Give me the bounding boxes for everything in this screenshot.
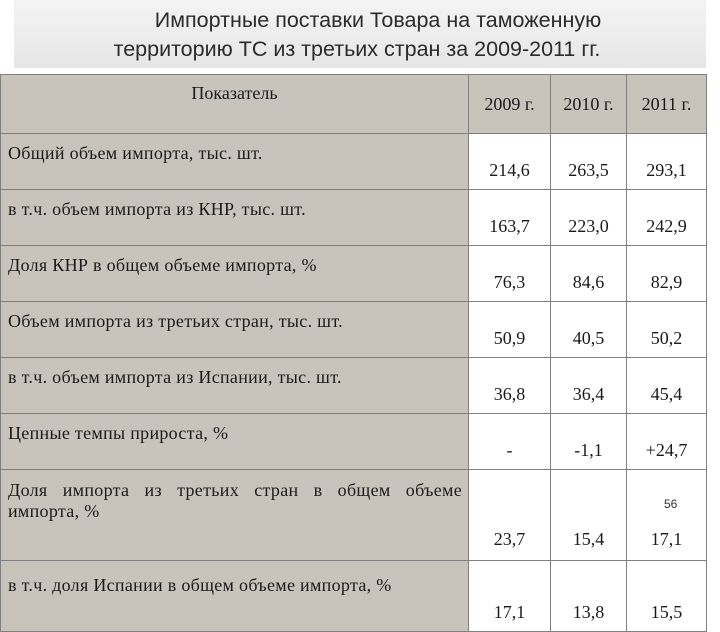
value-2010: 263,5 (550, 133, 627, 190)
header-2010: 2010 г. (550, 74, 627, 134)
value-2009: - (468, 413, 551, 470)
value-2010: 13,8 (550, 560, 627, 632)
table-header-row: Показатель 2009 г. 2010 г. 2011 г. (0, 74, 707, 134)
page-number: 56 (664, 497, 678, 511)
row-label: Общий объем импорта, тыс. шт. (0, 133, 469, 190)
row-label: Доля импорта из третьих стран в общем об… (0, 469, 469, 561)
row-label: в т.ч. доля Испании в общем объеме импор… (0, 560, 469, 632)
table-row: Доля импорта из третьих стран в общем об… (0, 469, 707, 561)
header-2011: 2011 г. (626, 74, 707, 134)
table-row: Общий объем импорта, тыс. шт. 214,6 263,… (0, 133, 707, 190)
value-2010: -1,1 (550, 413, 627, 470)
table-row: в т.ч. объем импорта из КНР, тыс. шт. 16… (0, 189, 707, 246)
value-2009: 36,8 (468, 357, 551, 414)
value-2009: 214,6 (468, 133, 551, 190)
value-2009: 23,7 (468, 469, 551, 561)
row-label: Объем импорта из третьих стран, тыс. шт. (0, 301, 469, 358)
slide-title-line-2: территорию ТС из третьих стран за 2009-2… (113, 37, 601, 61)
value-2011: 15,5 (626, 560, 707, 632)
row-label: Цепные темпы прироста, % (0, 413, 469, 470)
value-2009: 76,3 (468, 245, 551, 302)
value-2011: 293,1 (626, 133, 707, 190)
value-2010: 84,6 (550, 245, 627, 302)
value-2011: +24,7 (626, 413, 707, 470)
row-label: Доля КНР в общем объеме импорта, % (0, 245, 469, 302)
value-2011: 17,1 (626, 469, 707, 561)
table-row: Доля КНР в общем объеме импорта, % 76,3 … (0, 245, 707, 302)
value-2011: 45,4 (626, 357, 707, 414)
row-label: в т.ч. объем импорта из КНР, тыс. шт. (0, 189, 469, 246)
value-2011: 50,2 (626, 301, 707, 358)
slide-title-line-1: Импортные поставки Товара на таможенную (154, 8, 602, 32)
table-row: в т.ч. объем импорта из Испании, тыс. шт… (0, 357, 707, 414)
value-2010: 15,4 (550, 469, 627, 561)
value-2010: 223,0 (550, 189, 627, 246)
table-row: Объем импорта из третьих стран, тыс. шт.… (0, 301, 707, 358)
header-2009: 2009 г. (468, 74, 551, 134)
table-row: Цепные темпы прироста, % - -1,1 +24,7 (0, 413, 707, 470)
value-2011: 82,9 (626, 245, 707, 302)
header-indicator: Показатель (0, 74, 469, 134)
value-2010: 36,4 (550, 357, 627, 414)
table-row: в т.ч. доля Испании в общем объеме импор… (0, 560, 707, 632)
value-2009: 50,9 (468, 301, 551, 358)
value-2009: 17,1 (468, 560, 551, 632)
title-box (14, 0, 706, 68)
value-2010: 40,5 (550, 301, 627, 358)
row-label: в т.ч. объем импорта из Испании, тыс. шт… (0, 357, 469, 414)
import-table: Показатель 2009 г. 2010 г. 2011 г. Общий… (0, 74, 707, 632)
value-2009: 163,7 (468, 189, 551, 246)
value-2011: 242,9 (626, 189, 707, 246)
